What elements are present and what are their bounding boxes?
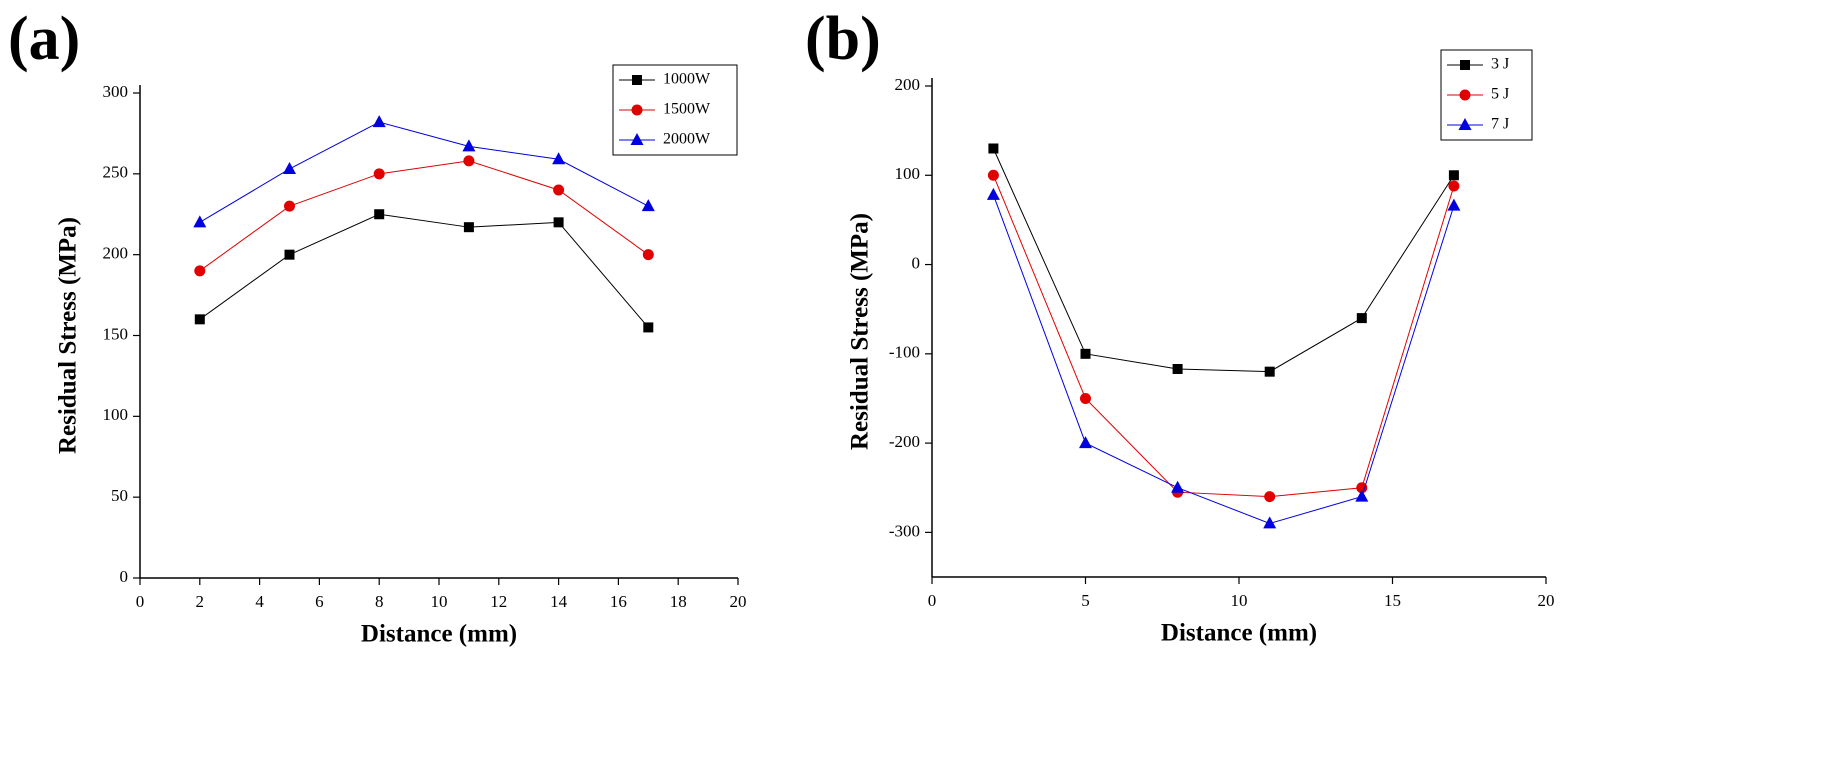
y-tick-label: 300 [103,82,129,101]
marker [1460,60,1470,70]
marker [986,187,1000,200]
marker [643,322,654,333]
marker [987,169,999,181]
marker [552,152,566,165]
series [987,169,1460,503]
x-tick-label: 16 [610,592,627,611]
x-tick-label: 20 [730,592,747,611]
y-tick-label: 100 [895,164,921,183]
marker [373,168,385,180]
legend-label: 1000W [663,71,711,88]
series [194,155,654,277]
marker [1447,198,1461,211]
x-axis-label: Distance (mm) [361,621,517,648]
y-axis-label: Residual Stress (MPa) [55,217,82,454]
y-tick-label: 50 [111,486,128,505]
y-tick-label: -100 [889,343,920,362]
y-tick-label: 250 [103,163,129,182]
y-tick-label: 100 [103,405,129,424]
marker [374,209,385,220]
marker [372,115,386,128]
x-tick-label: 5 [1081,591,1090,610]
marker [1079,436,1092,449]
x-tick-label: 18 [670,592,687,611]
line [992,194,1455,524]
marker [1356,313,1367,324]
x-tick-label: 8 [375,592,384,611]
legend-label: 2000W [663,131,711,148]
y-tick-label: -300 [889,521,920,540]
marker [1171,480,1185,493]
marker [642,249,654,261]
legend-label: 5 J [1491,86,1509,103]
line [992,148,1455,373]
legend-label: 7 J [1491,116,1509,133]
x-tick-label: 6 [315,592,324,611]
series [986,187,1461,529]
marker [1448,180,1460,192]
x-tick-label: 15 [1384,591,1401,610]
marker [1448,170,1459,181]
legend-label: 1500W [663,101,711,118]
panel-label: (a) [8,5,80,73]
marker [988,143,999,154]
marker [284,249,295,260]
marker [553,184,565,196]
marker [632,75,642,85]
marker [631,104,643,116]
x-tick-label: 10 [431,592,448,611]
x-tick-label: 2 [196,592,205,611]
marker [462,139,476,152]
line [199,160,649,272]
marker [463,155,475,167]
marker [1356,482,1368,494]
marker [1459,89,1471,101]
y-tick-label: -200 [889,432,920,451]
legend-label: 3 J [1491,56,1509,73]
series [193,115,655,228]
marker [284,200,295,212]
x-tick-label: 4 [255,592,264,611]
marker [283,161,296,174]
y-axis-label: Residual Stress (MPa) [847,213,874,450]
marker [1172,363,1183,374]
x-tick-label: 0 [136,592,145,611]
x-tick-label: 10 [1231,591,1248,610]
marker [1458,118,1472,130]
marker [630,133,644,145]
x-axis-label: Distance (mm) [1161,620,1317,647]
y-tick-label: 200 [103,244,129,263]
y-tick-label: 0 [120,567,129,586]
marker [1264,491,1276,503]
marker [1355,489,1369,502]
y-tick-label: 0 [912,253,921,272]
y-tick-label: 150 [103,324,129,343]
legend: 1000W 1500W 2000W [612,64,738,156]
marker [194,265,206,277]
marker [193,215,207,228]
series [988,143,1459,377]
y-tick-label: 200 [895,75,921,94]
marker [463,222,474,233]
marker [1080,392,1091,404]
legend: 3 J 5 J 7 J [1440,49,1533,141]
marker [1264,366,1275,377]
panel-label: (b) [805,5,881,73]
line [199,213,649,328]
series [194,209,654,333]
marker [1080,348,1091,359]
marker [641,199,655,212]
line [199,121,649,223]
marker [194,314,205,325]
x-tick-label: 14 [550,592,568,611]
marker [1263,516,1277,529]
line [992,175,1455,498]
x-tick-label: 12 [490,592,507,611]
x-tick-label: 20 [1538,591,1555,610]
marker [553,217,564,228]
x-tick-label: 0 [928,591,937,610]
